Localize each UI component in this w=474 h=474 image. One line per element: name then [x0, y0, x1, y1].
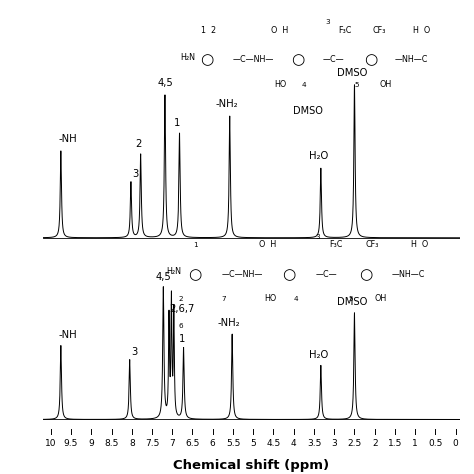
Text: 0.5: 0.5 [428, 439, 443, 448]
Text: -NH₂: -NH₂ [215, 99, 238, 109]
Text: 10: 10 [45, 439, 56, 448]
Text: 4: 4 [301, 82, 306, 88]
Text: 3: 3 [331, 439, 337, 448]
Text: 1: 1 [174, 118, 181, 128]
Text: ○: ○ [292, 52, 305, 67]
Text: 3: 3 [132, 169, 138, 179]
Text: CF₃: CF₃ [365, 240, 379, 249]
Text: ○: ○ [364, 52, 377, 67]
Text: DMSO: DMSO [337, 68, 368, 78]
Text: —C—: —C— [315, 270, 337, 279]
Text: ○: ○ [188, 267, 201, 282]
Text: 1  2: 1 2 [201, 26, 216, 35]
Text: 5: 5 [354, 82, 359, 88]
Text: 3: 3 [326, 19, 330, 26]
Text: 3.5: 3.5 [307, 439, 321, 448]
Text: H  O: H O [411, 240, 428, 249]
Text: 2.5: 2.5 [347, 439, 362, 448]
Text: 3: 3 [316, 234, 320, 240]
Text: 6: 6 [210, 439, 216, 448]
Text: 5: 5 [349, 296, 353, 302]
Text: 9: 9 [88, 439, 94, 448]
Text: H₂O: H₂O [309, 350, 328, 360]
Text: 5: 5 [250, 439, 256, 448]
Text: 4: 4 [293, 296, 298, 302]
Text: DMSO: DMSO [337, 297, 368, 307]
Text: 7: 7 [222, 296, 227, 302]
Text: —NH—C: —NH—C [392, 270, 425, 279]
Text: 2,6,7: 2,6,7 [169, 304, 195, 314]
Text: -NH: -NH [59, 330, 77, 340]
Text: 1: 1 [193, 242, 198, 248]
Text: 6: 6 [179, 323, 183, 329]
Text: 5.5: 5.5 [226, 439, 240, 448]
Text: 4,5: 4,5 [155, 272, 171, 282]
Text: 2: 2 [136, 139, 142, 149]
Text: —NH—C: —NH—C [395, 55, 428, 64]
Text: ○: ○ [282, 267, 295, 282]
Text: 2: 2 [372, 439, 378, 448]
Text: 4: 4 [291, 439, 297, 448]
Text: CF₃: CF₃ [373, 26, 386, 35]
Text: 7.5: 7.5 [145, 439, 159, 448]
Text: ○: ○ [359, 267, 373, 282]
Text: H  O: H O [413, 26, 430, 35]
Text: O  H: O H [271, 26, 288, 35]
Text: HO: HO [274, 80, 286, 89]
Text: ○: ○ [201, 52, 214, 67]
Text: OH: OH [379, 80, 392, 89]
Text: 4,5: 4,5 [157, 78, 173, 88]
Text: OH: OH [375, 294, 387, 303]
Text: HO: HO [264, 294, 277, 303]
Text: —C—NH—: —C—NH— [233, 55, 274, 64]
Text: O  H: O H [259, 240, 276, 249]
Text: -NH₂: -NH₂ [218, 319, 240, 328]
Text: 6.5: 6.5 [185, 439, 200, 448]
Text: 7: 7 [169, 439, 175, 448]
Text: 8.5: 8.5 [104, 439, 118, 448]
Text: 9.5: 9.5 [64, 439, 78, 448]
Text: —C—: —C— [322, 55, 344, 64]
Text: H₂N: H₂N [180, 53, 195, 62]
Text: F₃C: F₃C [338, 26, 352, 35]
Text: 1.5: 1.5 [388, 439, 402, 448]
Text: 1: 1 [178, 334, 185, 344]
Text: 1: 1 [412, 439, 418, 448]
Text: H₂O: H₂O [309, 151, 328, 161]
Text: 0: 0 [453, 439, 459, 448]
Text: F₃C: F₃C [329, 240, 343, 249]
Text: H₂N: H₂N [166, 267, 181, 276]
Text: 2: 2 [179, 296, 183, 302]
Text: -NH: -NH [59, 134, 77, 144]
Text: 3: 3 [131, 347, 138, 357]
Text: 4.5: 4.5 [266, 439, 281, 448]
Text: —C—NH—: —C—NH— [221, 270, 263, 279]
Text: Chemical shift (ppm): Chemical shift (ppm) [173, 459, 329, 472]
Text: DMSO: DMSO [293, 106, 323, 116]
Text: 8: 8 [129, 439, 135, 448]
